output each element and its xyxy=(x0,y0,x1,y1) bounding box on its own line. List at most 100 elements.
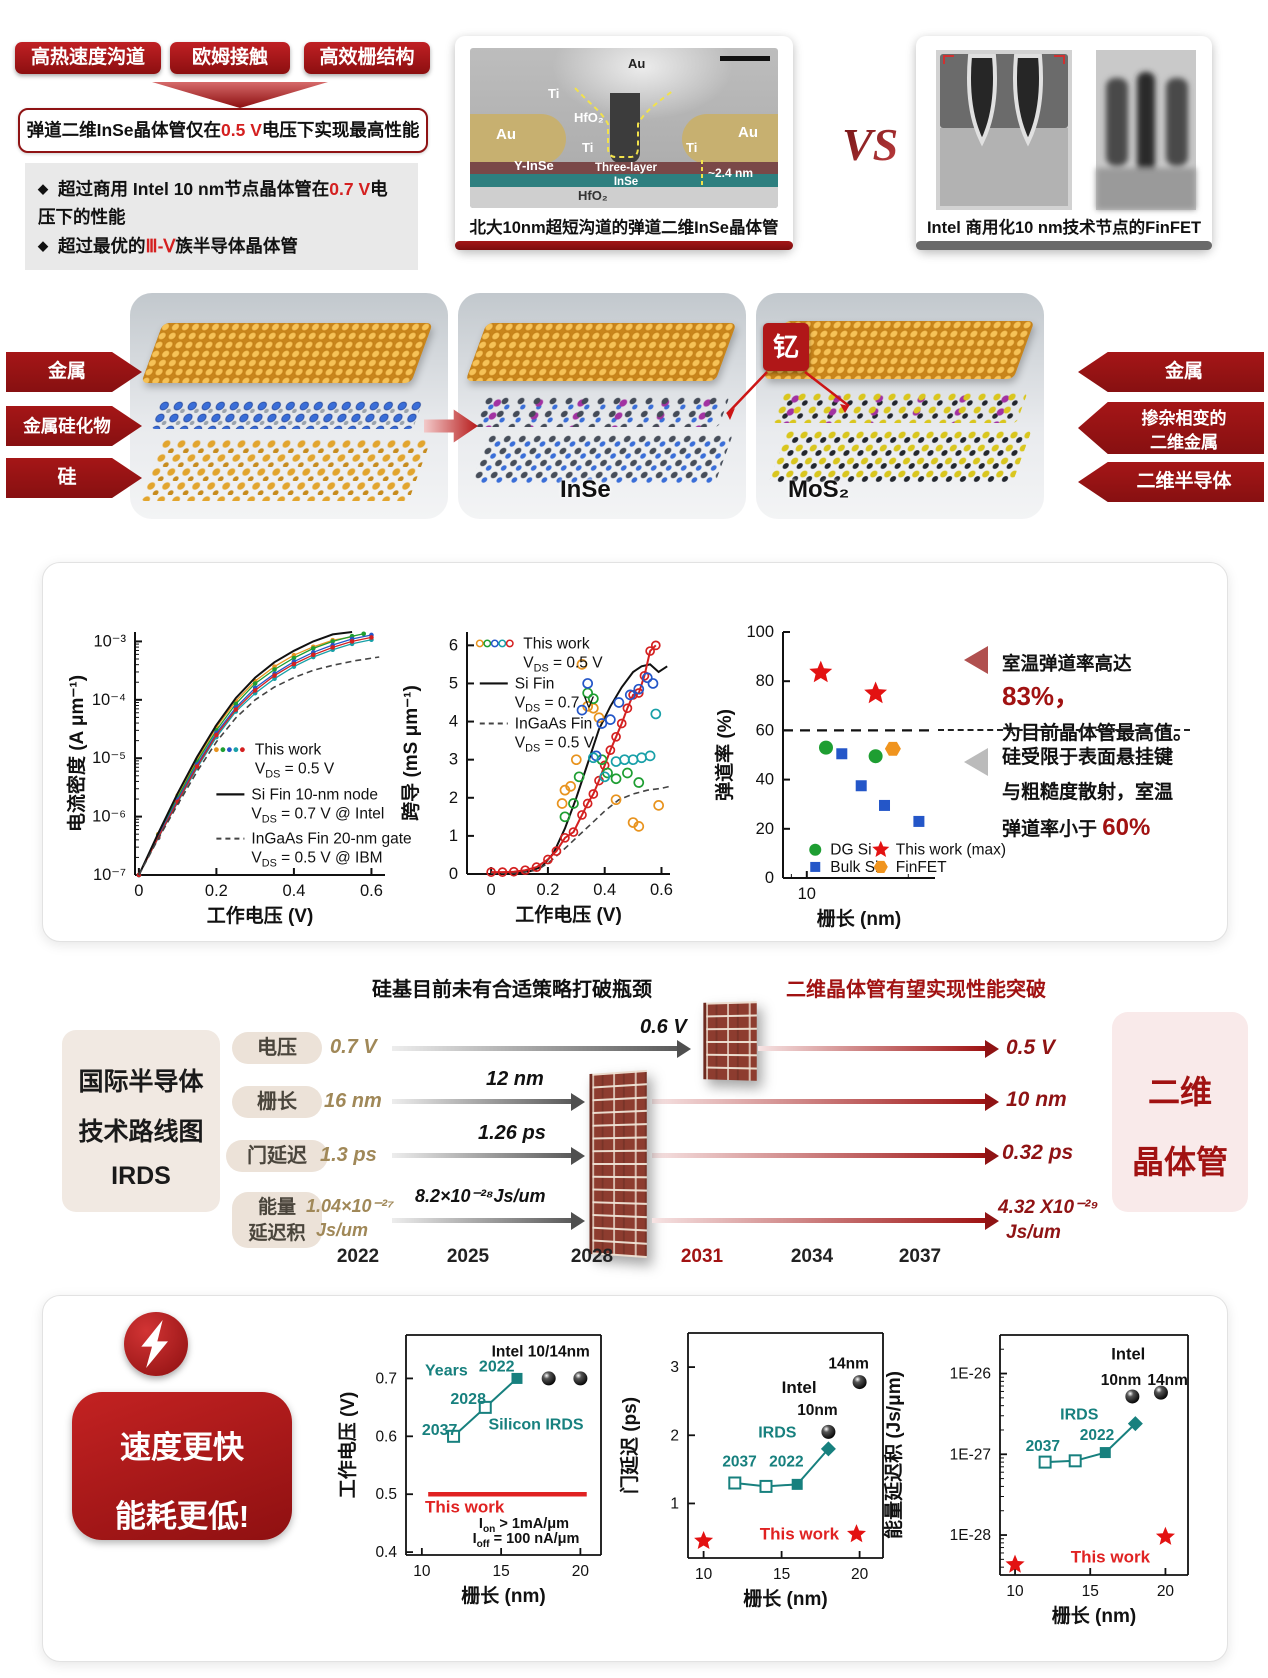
year-2022: 2022 xyxy=(326,1246,390,1268)
label-hfo2-bottom: HfO₂ xyxy=(578,188,608,203)
svg-text:电流密度 (A μm⁻¹): 电流密度 (A μm⁻¹) xyxy=(65,675,88,832)
svg-text:10⁻³: 10⁻³ xyxy=(93,632,126,650)
svg-text:0.6: 0.6 xyxy=(360,882,383,900)
finfet-caption: Intel 商用化10 nm技术节点的FinFET xyxy=(916,214,1212,238)
svg-text:0.4: 0.4 xyxy=(282,882,305,900)
headline-post: 电压下实现最高性能 xyxy=(262,120,420,140)
svg-text:14nm: 14nm xyxy=(828,1355,869,1372)
svg-text:VDS = 0.5 V: VDS = 0.5 V xyxy=(515,734,595,754)
svg-text:0.2: 0.2 xyxy=(205,882,228,900)
svg-text:工作电压 (V): 工作电压 (V) xyxy=(515,903,622,926)
note2-line3: 弹道率小于 60% xyxy=(1002,810,1217,848)
svg-text:2028: 2028 xyxy=(450,1391,486,1408)
row-gate-delay-gray-arrow xyxy=(392,1153,572,1158)
svg-text:20: 20 xyxy=(1157,1583,1175,1600)
svg-text:栅长 (nm): 栅长 (nm) xyxy=(743,1587,827,1610)
axes: 10 15 20 1 2 3 栅长 (nm) 门延迟 (ps) xyxy=(618,1333,883,1610)
finfet-card: Intel 商用化10 nm技术节点的FinFET xyxy=(916,36,1212,250)
arrow-shape xyxy=(152,82,328,108)
svg-text:门延迟 (ps): 门延迟 (ps) xyxy=(618,1397,641,1494)
label-au-right: Au xyxy=(738,124,758,141)
slogan-line2: 能耗更低! xyxy=(72,1491,292,1536)
svg-text:10⁻⁵: 10⁻⁵ xyxy=(92,749,126,767)
svg-text:0: 0 xyxy=(134,882,143,900)
tag-silicon: 硅 xyxy=(6,458,142,498)
svg-text:IRDS: IRDS xyxy=(1060,1406,1099,1423)
inse-doped-layer-art xyxy=(475,397,730,427)
label-au-top: Au xyxy=(628,56,645,71)
series-InGaAs Fin xyxy=(491,786,670,873)
svg-text:2022: 2022 xyxy=(769,1454,803,1471)
legend-item: DG Si xyxy=(809,842,871,859)
svg-text:IRDS: IRDS xyxy=(758,1424,797,1441)
series-DG Si xyxy=(819,741,883,764)
svg-text:10⁻⁷: 10⁻⁷ xyxy=(93,866,126,884)
series-This work (max) xyxy=(809,661,887,704)
axes: 0 0.2 0.4 0.6 10⁻³ 10⁻⁴ 10⁻⁵ 10⁻⁶ 10⁻⁷ 工作电压 (V) 电流… xyxy=(65,632,385,927)
svg-text:0.4: 0.4 xyxy=(593,881,616,899)
year-2025: 2025 xyxy=(436,1246,500,1268)
label-ti-left: Ti xyxy=(582,140,593,155)
note-pointer-gray-icon xyxy=(964,748,988,776)
row-edp-start: 1.04×10⁻²⁷ xyxy=(306,1196,394,1217)
row-gate-length-end: 10 nm xyxy=(1006,1088,1067,1112)
svg-text:0.5: 0.5 xyxy=(375,1486,397,1503)
svg-text:2037: 2037 xyxy=(422,1422,458,1439)
label-hfo2-gate: HfO₂ xyxy=(574,110,604,125)
legend-item: This work VDS = 0.5 V xyxy=(214,742,335,781)
svg-text:10nm: 10nm xyxy=(1101,1372,1142,1389)
headline-box: 弹道二维InSe晶体管仅在0.5 V电压下实现最高性能 xyxy=(18,108,428,153)
svg-text:VDS = 0.5 V: VDS = 0.5 V xyxy=(523,654,603,674)
svg-text:栅长 (nm): 栅长 (nm) xyxy=(461,1584,545,1607)
note-pointer-red-icon xyxy=(964,646,988,674)
note1-line1: 室温弹道率高达 83%， xyxy=(1002,650,1212,713)
svg-text:20: 20 xyxy=(572,1563,590,1580)
svg-text:14nm: 14nm xyxy=(1147,1372,1188,1389)
yttrium-pointer-lines xyxy=(705,368,875,428)
svg-text:栅长 (nm): 栅长 (nm) xyxy=(817,907,901,930)
ballistic-note-silicon: 硅受限于表面悬挂键 与粗糙度散射，室温 弹道率小于 60% xyxy=(1002,740,1217,848)
svg-text:10nm: 10nm xyxy=(797,1402,838,1419)
svg-text:2022: 2022 xyxy=(1080,1427,1114,1444)
slogan-line1: 速度更快 xyxy=(72,1422,292,1467)
row-gate-length-start: 16 nm xyxy=(324,1090,382,1113)
gray-underline-bar xyxy=(916,241,1212,250)
bullet-iii-v: ◆ 超过最优的Ⅲ-Ⅴ族半导体晶体管 xyxy=(38,232,405,260)
svg-text:10: 10 xyxy=(413,1563,431,1580)
svg-text:100: 100 xyxy=(746,623,774,641)
row-gate-delay-red-arrow xyxy=(652,1153,986,1158)
inse-device-card: Au Ti HfO₂ Au Ti Ti Au Y-InSe Three-laye… xyxy=(455,36,793,250)
chart-transconductance: 0 0.2 0.4 0.6 0 1 2 3 4 5 6 工作电压 (V) 跨导 (mS μm⁻¹) Thi… xyxy=(400,575,690,935)
svg-text:This work (max): This work (max) xyxy=(896,842,1006,859)
svg-text:InGaAs Fin 20-nm gate: InGaAs Fin 20-nm gate xyxy=(251,831,411,848)
chart-gate-delay: 10 15 20 1 2 3 栅长 (nm) 门延迟 (ps) IRDS2037 2022 Inte… xyxy=(618,1302,895,1652)
vs-label: VS xyxy=(842,118,922,171)
tag-metal-silicide: 金属硅化物 xyxy=(6,406,142,446)
svg-text:2: 2 xyxy=(670,1427,679,1444)
svg-text:VDS = 0.5 V @ IBM: VDS = 0.5 V @ IBM xyxy=(251,850,382,870)
row-voltage-end: 0.5 V xyxy=(1006,1036,1055,1060)
svg-text:15: 15 xyxy=(773,1566,790,1583)
svg-text:15: 15 xyxy=(1082,1583,1099,1600)
svg-text:0: 0 xyxy=(487,881,496,899)
legend-item: Si Fin 10-nm nodeVDS = 0.7 V @ Intel xyxy=(216,786,384,825)
svg-text:2022: 2022 xyxy=(479,1358,515,1375)
inse-material-label: InSe xyxy=(560,476,611,504)
row-voltage-red-arrow xyxy=(758,1046,986,1051)
chart-energy-delay-product: 10 15 201E-261E-271E-28栅长 (nm)能量延迟积 (Js/μm… xyxy=(878,1302,1200,1652)
diamond-bullet-icon: ◆ xyxy=(38,238,48,253)
svg-text:2037: 2037 xyxy=(1026,1438,1060,1455)
svg-text:Ioff = 100 nA/μm: Ioff = 100 nA/μm xyxy=(473,1531,580,1550)
svg-text:60: 60 xyxy=(756,721,774,739)
svg-text:2: 2 xyxy=(449,789,458,807)
row-gate-delay-label: 门延迟 xyxy=(226,1140,328,1172)
inse-tem-image: Au Ti HfO₂ Au Ti Ti Au Y-InSe Three-laye… xyxy=(470,48,778,208)
svg-text:This work: This work xyxy=(523,635,590,652)
silicon-stack-panel xyxy=(130,293,448,519)
row-gate-delay-end: 0.32 ps xyxy=(1002,1141,1073,1165)
year-2031: 2031 xyxy=(670,1246,734,1268)
svg-text:10: 10 xyxy=(695,1566,713,1583)
row-edp-red-arrow xyxy=(652,1218,986,1223)
svg-text:2037: 2037 xyxy=(722,1454,756,1471)
tag-metal-left: 金属 xyxy=(6,352,142,392)
